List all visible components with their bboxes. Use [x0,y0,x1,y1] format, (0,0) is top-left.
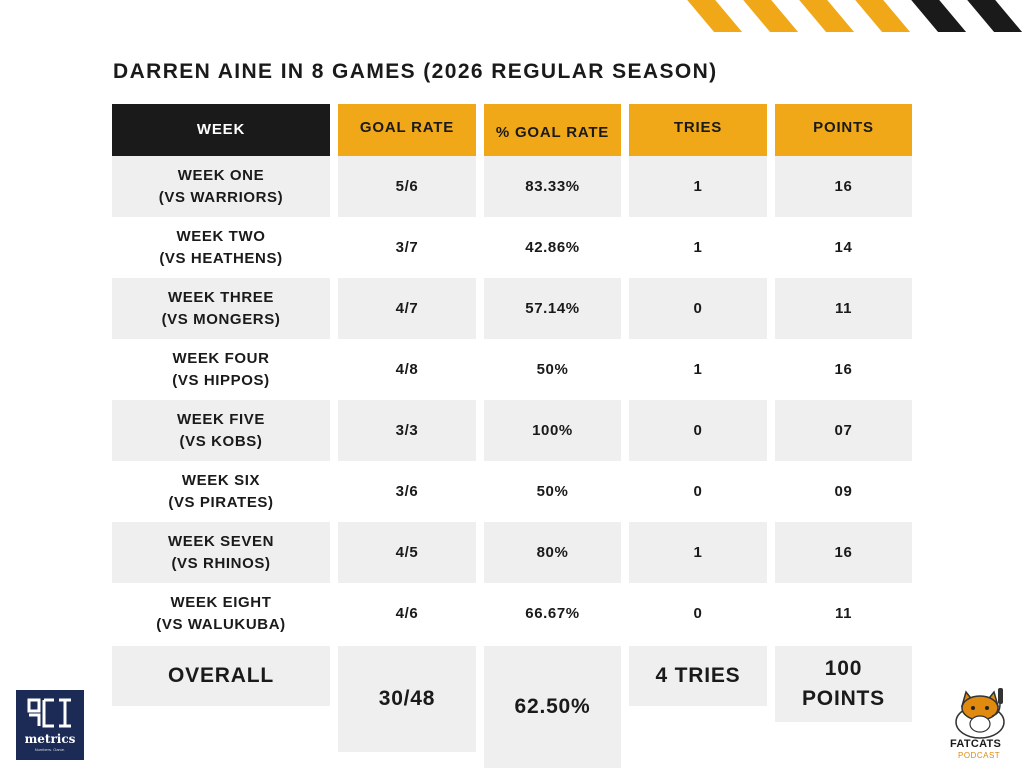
cell-pct-goal-rate: 57.14% [484,278,621,339]
cell-week: WEEK SIX (VS PIRATES) [112,461,330,522]
week-label: WEEK SIX [181,471,261,489]
cell-week: WEEK ONE (VS WARRIORS) [112,156,330,217]
cell-goal-rate: 4/8 [395,360,419,378]
metrics-logo-icon [27,698,71,728]
fatcats-logo-word: FATCATS [950,738,1002,750]
header-points: POINTS [775,104,912,156]
cell-points: 16 [775,522,912,583]
metrics-logo: metrics Numbers. Game. [16,690,84,760]
cell-week: WEEK THREE (VS MONGERS) [112,278,330,339]
overall-pct-goal-rate: 62.50% [484,646,621,768]
cell-tries: 1 [693,238,703,256]
cell-goal-rate: 3/6 [395,482,419,500]
cell-pct-goal-rate: 42.86% [525,238,580,256]
overall-points-value: 100 [824,657,863,680]
cell-goal-rate: 4/7 [338,278,476,339]
cell-week: WEEK FIVE (VS KOBS) [112,400,330,461]
hazard-stripe [846,0,926,32]
cell-week: WEEK FOUR (VS HIPPOS) [112,339,330,400]
page-title: DARREN AINE IN 8 GAMES (2026 REGULAR SEA… [113,60,718,83]
header-week: WEEK [112,104,330,156]
week-label: WEEK EIGHT [170,593,272,611]
week-label: WEEK TWO [176,227,266,245]
overall-points: 100 POINTS [775,646,912,722]
week-label: WEEK FOUR [172,349,270,367]
cell-tries: 0 [629,400,767,461]
cell-points: 11 [775,278,912,339]
week-label: WEEK SEVEN [167,532,275,550]
cell-tries: 1 [693,360,703,378]
cell-pct-goal-rate: 80% [484,522,621,583]
week-label: WEEK FIVE [177,410,265,428]
cell-points: 16 [775,156,912,217]
cell-goal-rate: 4/5 [338,522,476,583]
cell-pct-goal-rate: 66.67% [525,604,580,622]
week-label: WEEK THREE [167,288,274,306]
cell-points: 14 [834,238,853,256]
cell-pct-goal-rate: 50% [536,360,569,378]
cell-goal-rate: 3/7 [395,238,419,256]
cell-week: WEEK SEVEN (VS RHINOS) [112,522,330,583]
hazard-stripe [902,0,982,32]
cell-points: 11 [834,604,853,622]
week-label: WEEK ONE [177,166,265,184]
cell-points: 16 [834,360,853,378]
fatcats-logo-sub: PODCAST [958,751,1001,760]
cell-tries: 1 [629,156,767,217]
week-opponent: (VS MONGERS) [161,310,281,328]
cell-tries: 1 [629,522,767,583]
cell-week: WEEK TWO (VS HEATHENS) [112,217,330,278]
cell-goal-rate: 4/6 [395,604,419,622]
header-pct-goal-rate: % GOAL RATE [484,104,621,158]
week-opponent: (VS WARRIORS) [158,188,284,206]
cell-points: 09 [834,482,853,500]
week-opponent: (VS HIPPOS) [172,371,270,389]
cell-week: WEEK EIGHT (VS WALUKUBA) [112,583,330,644]
cell-goal-rate: 5/6 [338,156,476,217]
cell-pct-goal-rate: 83.33% [484,156,621,217]
metrics-logo-tagline: Numbers. Game. [34,747,66,752]
hazard-stripe [790,0,870,32]
metrics-logo-word: metrics [24,732,76,746]
overall-points-unit: POINTS [802,687,885,710]
cell-tries: 0 [693,482,703,500]
hazard-stripe [684,0,758,32]
hazard-stripes [684,0,1024,32]
overall-tries: 4 TRIES [629,646,767,706]
hazard-stripe [958,0,1024,32]
header-tries: TRIES [629,104,767,156]
cell-pct-goal-rate: 50% [536,482,569,500]
cell-tries: 0 [629,278,767,339]
fatcats-cat-icon [955,688,1005,739]
cell-pct-goal-rate: 100% [484,400,621,461]
week-opponent: (VS WALUKUBA) [156,615,286,633]
overall-label: OVERALL [112,646,330,706]
header-goal-rate: GOAL RATE [338,104,476,156]
cell-tries: 0 [693,604,703,622]
hazard-stripe [734,0,814,32]
cell-points: 07 [775,400,912,461]
week-opponent: (VS PIRATES) [168,493,274,511]
overall-goal-rate: 30/48 [338,646,476,752]
week-opponent: (VS KOBS) [179,432,263,450]
week-opponent: (VS HEATHENS) [159,249,283,267]
cell-goal-rate: 3/3 [338,400,476,461]
week-opponent: (VS RHINOS) [171,554,271,572]
